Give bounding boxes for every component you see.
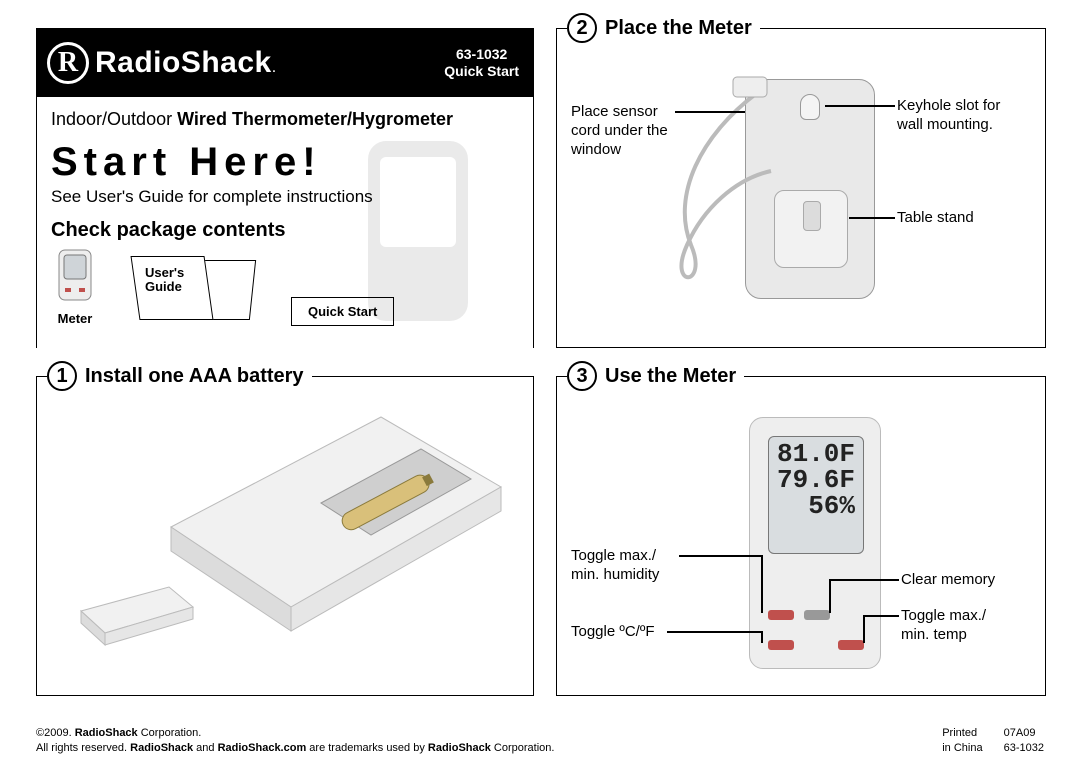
hero-panel: R RadioShack. 63-1032 Quick Start Indoor… bbox=[36, 28, 534, 348]
product-name: Wired Thermometer/Hygrometer bbox=[177, 109, 453, 129]
brand-logo: R RadioShack. bbox=[47, 42, 276, 84]
lcd-display: 81.0F 79.6F 56% bbox=[768, 436, 864, 554]
step-1-panel: 1 Install one AAA battery bbox=[36, 376, 534, 696]
contents-users-guide: User's Guide bbox=[135, 256, 255, 326]
button-toggle-temp bbox=[838, 640, 864, 650]
model-number: 63-1032 bbox=[444, 46, 519, 64]
button-toggle-humidity bbox=[768, 610, 794, 620]
meter-mini-icon bbox=[55, 248, 95, 302]
step-3-title: Use the Meter bbox=[605, 365, 736, 388]
start-here-heading: Start Here! bbox=[51, 140, 519, 185]
model-box: 63-1032 Quick Start bbox=[444, 46, 519, 81]
step-2-title: Place the Meter bbox=[605, 17, 752, 40]
footer-right: Printed in China 07A09 63-1032 bbox=[924, 726, 1044, 755]
product-title: Indoor/Outdoor Wired Thermometer/Hygrome… bbox=[51, 109, 519, 130]
button-clear-memory bbox=[804, 610, 830, 620]
contents-row: Meter User's Guide Quick Start bbox=[51, 248, 519, 326]
contents-quick-start: Quick Start bbox=[291, 297, 394, 326]
callout-table-stand: Table stand bbox=[897, 209, 974, 228]
model-doc: Quick Start bbox=[444, 63, 519, 81]
hero-subline: See User's Guide for complete instructio… bbox=[51, 187, 519, 207]
callout-clear-memory: Clear memory bbox=[901, 571, 995, 590]
step-1-title: Install one AAA battery bbox=[85, 365, 304, 388]
contents-meter-label: Meter bbox=[51, 311, 99, 326]
battery-install-illustration bbox=[51, 397, 521, 677]
callout-toggle-humidity: Toggle max./ min. humidity bbox=[571, 547, 711, 585]
lcd-line-2: 79.6F bbox=[773, 467, 855, 493]
step-3-number: 3 bbox=[567, 361, 597, 391]
lcd-line-1: 81.0F bbox=[773, 441, 855, 467]
users-guide-l2: Guide bbox=[145, 280, 184, 294]
callout-keyhole: Keyhole slot for wall mounting. bbox=[897, 97, 1047, 135]
users-guide-l1: User's bbox=[145, 266, 184, 280]
footer-left: ©2009. RadioShack Corporation. All right… bbox=[36, 726, 554, 755]
callout-toggle-temp: Toggle max./ min. temp bbox=[901, 607, 1041, 645]
brand-dot: . bbox=[272, 59, 276, 76]
button-toggle-cf bbox=[768, 640, 794, 650]
footer: ©2009. RadioShack Corporation. All right… bbox=[36, 726, 1044, 755]
step-3-panel: 3 Use the Meter 81.0F 79.6F 56% Toggle m… bbox=[556, 376, 1046, 696]
brand-r-icon: R bbox=[47, 42, 89, 84]
step-1-number: 1 bbox=[47, 361, 77, 391]
hero-black-bar: R RadioShack. 63-1032 Quick Start bbox=[37, 29, 533, 97]
callout-toggle-cf: Toggle ºC/ºF bbox=[571, 623, 655, 642]
check-contents-heading: Check package contents bbox=[51, 219, 519, 242]
step-2-number: 2 bbox=[567, 13, 597, 43]
brand-name: RadioShack bbox=[95, 46, 272, 79]
lcd-line-3: 56% bbox=[773, 493, 855, 519]
meter-front-illustration: 81.0F 79.6F 56% bbox=[749, 417, 881, 669]
contents-meter: Meter bbox=[51, 248, 99, 326]
step-2-panel: 2 Place the Meter Place sensor cord unde… bbox=[556, 28, 1046, 348]
product-prefix: Indoor/Outdoor bbox=[51, 109, 172, 129]
